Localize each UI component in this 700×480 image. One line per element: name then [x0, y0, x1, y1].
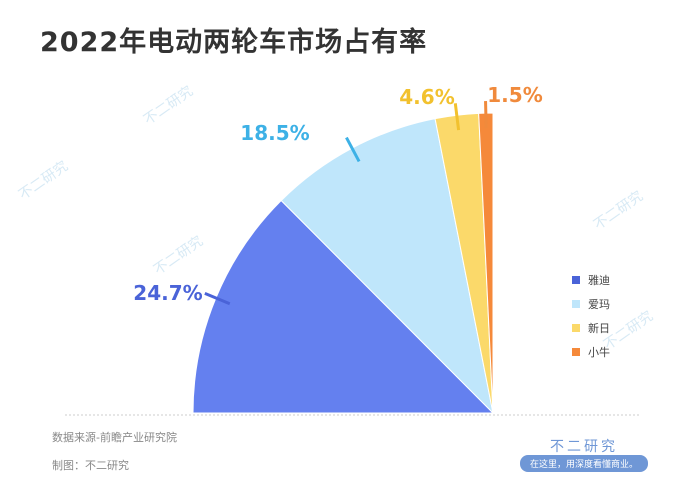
legend-item: 新日 — [572, 316, 610, 340]
legend-label: 雅迪 — [588, 274, 610, 287]
legend-swatch — [572, 276, 580, 284]
slogan-badge: 在这里，用深度看懂商业。 — [520, 455, 649, 472]
legend-swatch — [572, 300, 580, 308]
leader-line — [204, 291, 231, 306]
legend-item: 雅迪 — [572, 268, 610, 292]
data-label: 18.5% — [240, 121, 309, 145]
maker-note: 制图：不二研究 — [52, 459, 129, 472]
data-label: 4.6% — [399, 85, 454, 109]
data-label: 1.5% — [487, 83, 542, 107]
leader-line — [484, 101, 488, 129]
legend-swatch — [572, 324, 580, 332]
legend-label: 爱玛 — [588, 298, 610, 311]
legend-item: 小牛 — [572, 340, 610, 364]
legend-item: 爱玛 — [572, 292, 610, 316]
legend-label: 小牛 — [588, 346, 610, 359]
chart-title: 2022年电动两轮车市场占有率 — [40, 27, 428, 58]
leader-line — [345, 136, 361, 163]
source-note: 数据来源-前瞻产业研究院 — [52, 431, 177, 444]
data-label: 24.7% — [133, 281, 202, 305]
legend: 雅迪 爱玛 新日 小牛 — [572, 268, 610, 364]
leader-line — [453, 103, 461, 131]
legend-swatch — [572, 348, 580, 356]
legend-label: 新日 — [588, 322, 610, 335]
brand-logo: 不二研究 — [550, 439, 618, 455]
